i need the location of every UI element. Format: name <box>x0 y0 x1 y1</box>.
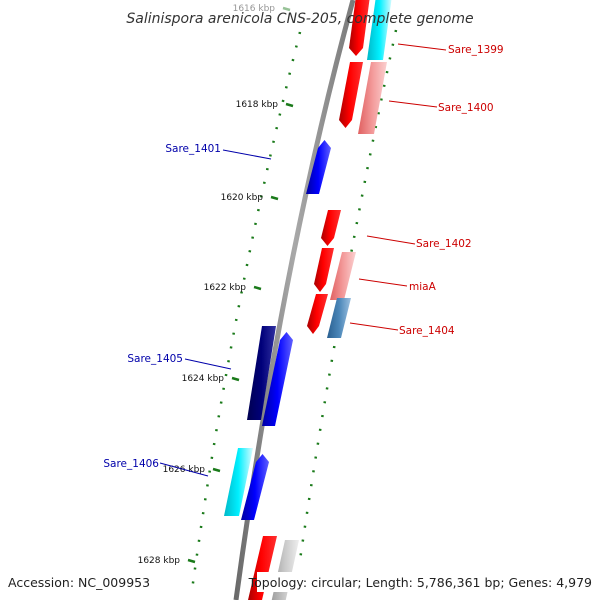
gene-label[interactable]: Sare_1404 <box>399 325 455 337</box>
gene-block-sare1405[interactable] <box>247 326 276 420</box>
scale-tick: 1628 kbp <box>138 556 196 566</box>
gene-label[interactable]: Sare_1399 <box>448 44 504 56</box>
gene-label[interactable]: Sare_1400 <box>438 102 494 114</box>
scale-tick-mark <box>270 195 279 201</box>
gene-arrow-sare1402[interactable] <box>321 210 341 246</box>
scale-tick: 1622 kbp <box>204 283 262 293</box>
topology-text: Topology: circular; Length: 5,786,361 bp… <box>248 575 592 590</box>
inner-guide-arc <box>190 31 302 591</box>
gene-callout[interactable]: Sare_1401 <box>165 143 272 160</box>
map-title: Salinispora arenicola CNS-205, complete … <box>126 11 473 27</box>
scale-tick-label: 1616 kbp <box>233 4 276 14</box>
gene-arrow-sare1399[interactable] <box>349 0 370 56</box>
scale-tick-mark <box>253 285 262 291</box>
scale-tick: 1616 kbp <box>233 4 291 14</box>
gene-callout[interactable]: Sare_1405 <box>127 353 232 370</box>
gene-callout[interactable]: Sare_1402 <box>366 235 472 250</box>
gene-callout[interactable]: miaA <box>358 278 437 293</box>
label-layer: Sare_1399 Sare_1400 Sare_1401 Sare_1402 miaA… <box>103 43 504 477</box>
scale-tick-mark <box>212 467 221 473</box>
gene-callout[interactable]: Sare_1399 <box>397 43 504 56</box>
scale-tick-label: 1628 kbp <box>138 556 181 566</box>
gene-label[interactable]: Sare_1402 <box>416 238 472 250</box>
scale-tick: 1624 kbp <box>182 374 240 384</box>
gene-arrow-sare1404[interactable] <box>307 294 328 334</box>
scale-tick-mark <box>187 558 196 564</box>
gene-arrow-blue[interactable] <box>262 332 293 426</box>
gene-block-pink-2[interactable] <box>330 252 356 300</box>
scale-tick-mark <box>231 376 240 382</box>
gene-arrow-miaA[interactable] <box>314 248 334 292</box>
gene-layer <box>224 0 392 600</box>
gene-callout[interactable]: Sare_1404 <box>349 322 455 337</box>
gene-callout-line <box>358 278 408 287</box>
gene-block-sare1406[interactable] <box>224 448 253 516</box>
gene-arrow-blue-2[interactable] <box>241 454 269 520</box>
tick-layer: 1616 kbp 1618 kbp 1620 kbp 1622 kbp 1624 kbp… <box>138 4 294 566</box>
gene-label[interactable]: miaA <box>409 281 437 293</box>
accession-text: Accession: NC_009953 <box>8 575 150 590</box>
gene-block-steel[interactable] <box>327 298 351 338</box>
scale-tick-label: 1624 kbp <box>182 374 225 384</box>
gene-arrow-red-bottom[interactable] <box>248 536 277 600</box>
gene-callout-line <box>184 358 232 370</box>
gene-callout-line <box>349 322 399 331</box>
gene-block-pink[interactable] <box>358 62 387 134</box>
gene-callout-line <box>388 100 438 108</box>
scale-tick-mark <box>285 102 294 108</box>
accession-background <box>4 572 152 592</box>
gene-callout-line <box>159 462 209 477</box>
gene-label[interactable]: Sare_1401 <box>165 143 221 155</box>
scale-tick-label: 1620 kbp <box>221 193 264 203</box>
topology-background <box>257 572 595 592</box>
scale-tick-mark <box>282 6 291 12</box>
gene-block-cyan[interactable] <box>367 0 392 60</box>
scale-tick: 1618 kbp <box>236 100 294 110</box>
gene-label[interactable]: Sare_1405 <box>127 353 183 365</box>
scale-tick: 1620 kbp <box>221 193 279 203</box>
gene-arrow-sare1400[interactable] <box>339 62 363 128</box>
scale-tick-label: 1618 kbp <box>236 100 279 110</box>
scale-tick-label: 1622 kbp <box>204 283 247 293</box>
gene-callout-line <box>397 43 447 51</box>
gene-label[interactable]: Sare_1406 <box>103 458 159 470</box>
gene-callout[interactable]: Sare_1406 <box>103 458 209 477</box>
gene-callout-line <box>366 235 416 245</box>
gene-arrow-sare1401[interactable] <box>306 140 331 194</box>
gene-callout[interactable]: Sare_1400 <box>388 100 494 114</box>
gene-callout-line <box>222 149 272 160</box>
